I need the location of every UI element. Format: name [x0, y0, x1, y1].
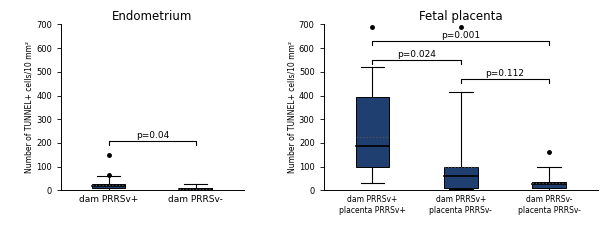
Text: p=0.04: p=0.04: [136, 131, 169, 140]
Text: p=0.024: p=0.024: [397, 50, 436, 59]
Bar: [444, 167, 478, 188]
Title: Endometrium: Endometrium: [112, 10, 193, 23]
Text: p=0.001: p=0.001: [441, 31, 480, 40]
Bar: [92, 184, 126, 188]
Text: p=0.112: p=0.112: [486, 69, 525, 78]
Bar: [179, 188, 212, 190]
Y-axis label: Number of TUNNEL+ cells/10 mm²: Number of TUNNEL+ cells/10 mm²: [24, 41, 34, 173]
Bar: [533, 182, 566, 188]
Title: Fetal placenta: Fetal placenta: [419, 10, 503, 23]
Y-axis label: Number of TUNNEL+ cells/10 mm²: Number of TUNNEL+ cells/10 mm²: [287, 41, 296, 173]
Bar: [356, 97, 389, 167]
